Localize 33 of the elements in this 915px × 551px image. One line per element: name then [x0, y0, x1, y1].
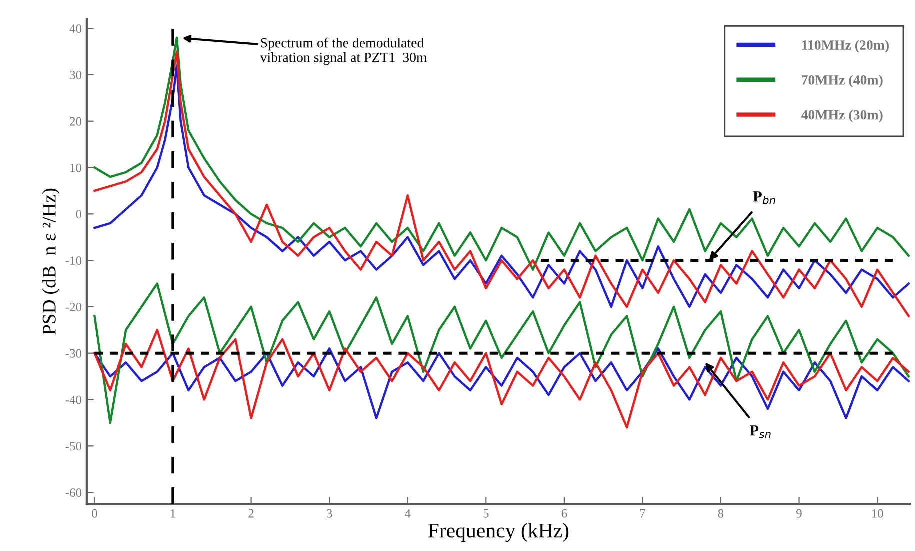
y-tick-label: 20 — [70, 117, 82, 126]
legend-label: 40MHz (30m) — [801, 110, 883, 123]
x-tick-label: 3 — [327, 509, 332, 518]
y-tick-label: 10 — [70, 164, 82, 172]
x-tick-label: 7 — [640, 510, 646, 518]
x-tick-label: 5 — [484, 510, 489, 518]
x-tick-label: 2 — [248, 509, 254, 518]
x-tick-label: 1 — [171, 509, 176, 518]
annotation: P$_{bn}$ — [753, 192, 776, 204]
y-axis-title: PSD (dB n ε ²/Hz) — [42, 188, 60, 335]
x-tick-label: 0 — [92, 509, 98, 518]
legend-label: 110MHz (20m) — [802, 40, 889, 53]
y-tick-label: -10 — [66, 256, 82, 266]
y-tick-label: 0 — [76, 210, 82, 219]
y-tick-label: -30 — [66, 349, 82, 358]
x-tick-label: 10 — [872, 509, 884, 518]
y-tick-label: -40 — [66, 396, 82, 404]
x-tick-label: 9 — [796, 509, 802, 518]
y-tick-label: 40 — [70, 24, 82, 34]
annotation: P$_{sn}$ — [750, 426, 771, 438]
x-tick-label: 8 — [718, 509, 724, 518]
y-tick-label: -50 — [66, 442, 82, 451]
line-series — [94, 348, 910, 420]
line-series — [94, 282, 910, 424]
annotation: Spectrum of the demodulated vibration signal at PZT1 30m — [260, 38, 428, 66]
line-series — [94, 36, 910, 271]
y-tick-label: 30 — [70, 70, 82, 80]
x-tick-label: 6 — [562, 509, 568, 518]
y-tick-label: -20 — [66, 302, 82, 312]
legend-label: 70MHz (40m) — [802, 75, 883, 88]
y-tick-label: -60 — [66, 488, 82, 498]
x-axis-title: Frequency (kHz) — [428, 523, 569, 542]
x-tick-label: 4 — [404, 509, 411, 518]
